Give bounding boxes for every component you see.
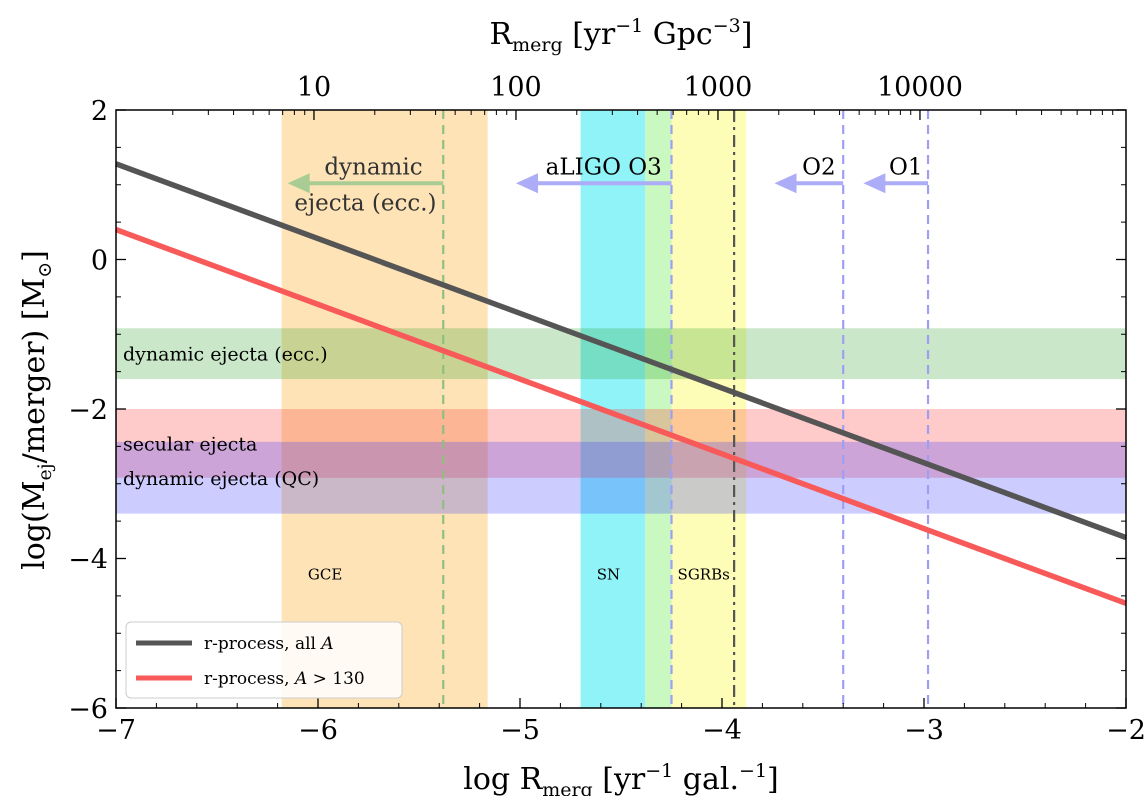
arrows: dynamic ejecta (ecc.) aLIGO O3 O2 O1 [287,154,929,216]
arrow-head-aligo-o3 [515,173,538,194]
x-tick-label: −6 [298,715,338,746]
x-tick-label: −4 [702,715,742,746]
series-line-0 [115,161,1127,541]
arrow-label-o2: O2 [802,154,836,180]
y-tick-label: −4 [68,545,108,576]
arrow-head-o2 [774,173,797,194]
arrow-head-o1 [863,173,886,194]
x-tick-label: −5 [500,715,540,746]
vband-sgrbs [671,110,747,708]
vertical-lines [442,110,930,708]
arrow-label-2-dynamic-ejecta-ecc: ejecta (ecc.) [294,190,436,216]
vband-gce [281,110,488,708]
y-tick-label: 2 [91,96,108,127]
y-tick-label: 0 [91,246,108,277]
y-tick-label: −2 [68,395,108,426]
vband-label-sn: SN [597,565,620,583]
arrow-label-o1: O1 [889,154,923,180]
vband-label-sgrbs: SGRBs [678,565,730,583]
x-tick-label: −2 [1106,715,1146,746]
legend-label-a-130: r-process, A > 130 [204,669,365,689]
top-tick-label: 100 [490,72,542,103]
top-axis-title: Rmerg [yr−1 Gpc−3] [490,15,753,56]
vband-overlap-2 [645,110,672,708]
x-tick-label: −7 [96,715,136,746]
hband-dynamic-ejecta-ecc [116,328,1126,380]
hband-label-dynamic-ejecta-ecc: dynamic ejecta (ecc.) [123,344,328,366]
x-axis-title: log Rmerg [yr−1 gal.−1] [463,760,779,796]
legend-box [125,621,403,699]
horizontal-bands [116,328,1126,514]
legend: r-process, all A r-process, A > 130 [125,621,403,699]
band-labels: dynamic ejecta (ecc.) secular ejecta dynam… [123,344,730,584]
axis-ticks: −7 −6 −5 −4 −3 −220−2−4−610 100 1000 10000 [68,72,1146,746]
series-lines [115,161,1127,606]
hband-label-secular-ejecta: secular ejecta [123,433,257,455]
hband-label-dynamic-ejecta-qc: dynamic ejecta (QC) [123,468,319,490]
x-tick-label: −3 [904,715,944,746]
arrow-label-dynamic-ejecta-ecc: dynamic [324,154,422,180]
y-axis-title: log(Mej/merger) [M⊙] [17,250,56,570]
legend-label-all-a: r-process, all A [204,634,334,654]
arrow-label-aligo-o3: aLIGO O3 [546,154,662,180]
arrow-head-dynamic-ejecta-ecc [287,173,310,194]
series-line-1 [115,227,1127,606]
top-tick-label: 10 [297,72,331,103]
top-tick-label: 10000 [877,72,963,103]
top-tick-label: 1000 [684,72,753,103]
vertical-bands [281,110,747,708]
y-tick-label: −6 [68,694,108,725]
vband-sn [580,110,646,708]
vband-label-gce: GCE [308,565,342,583]
hband-secular-ejecta [116,409,1126,478]
